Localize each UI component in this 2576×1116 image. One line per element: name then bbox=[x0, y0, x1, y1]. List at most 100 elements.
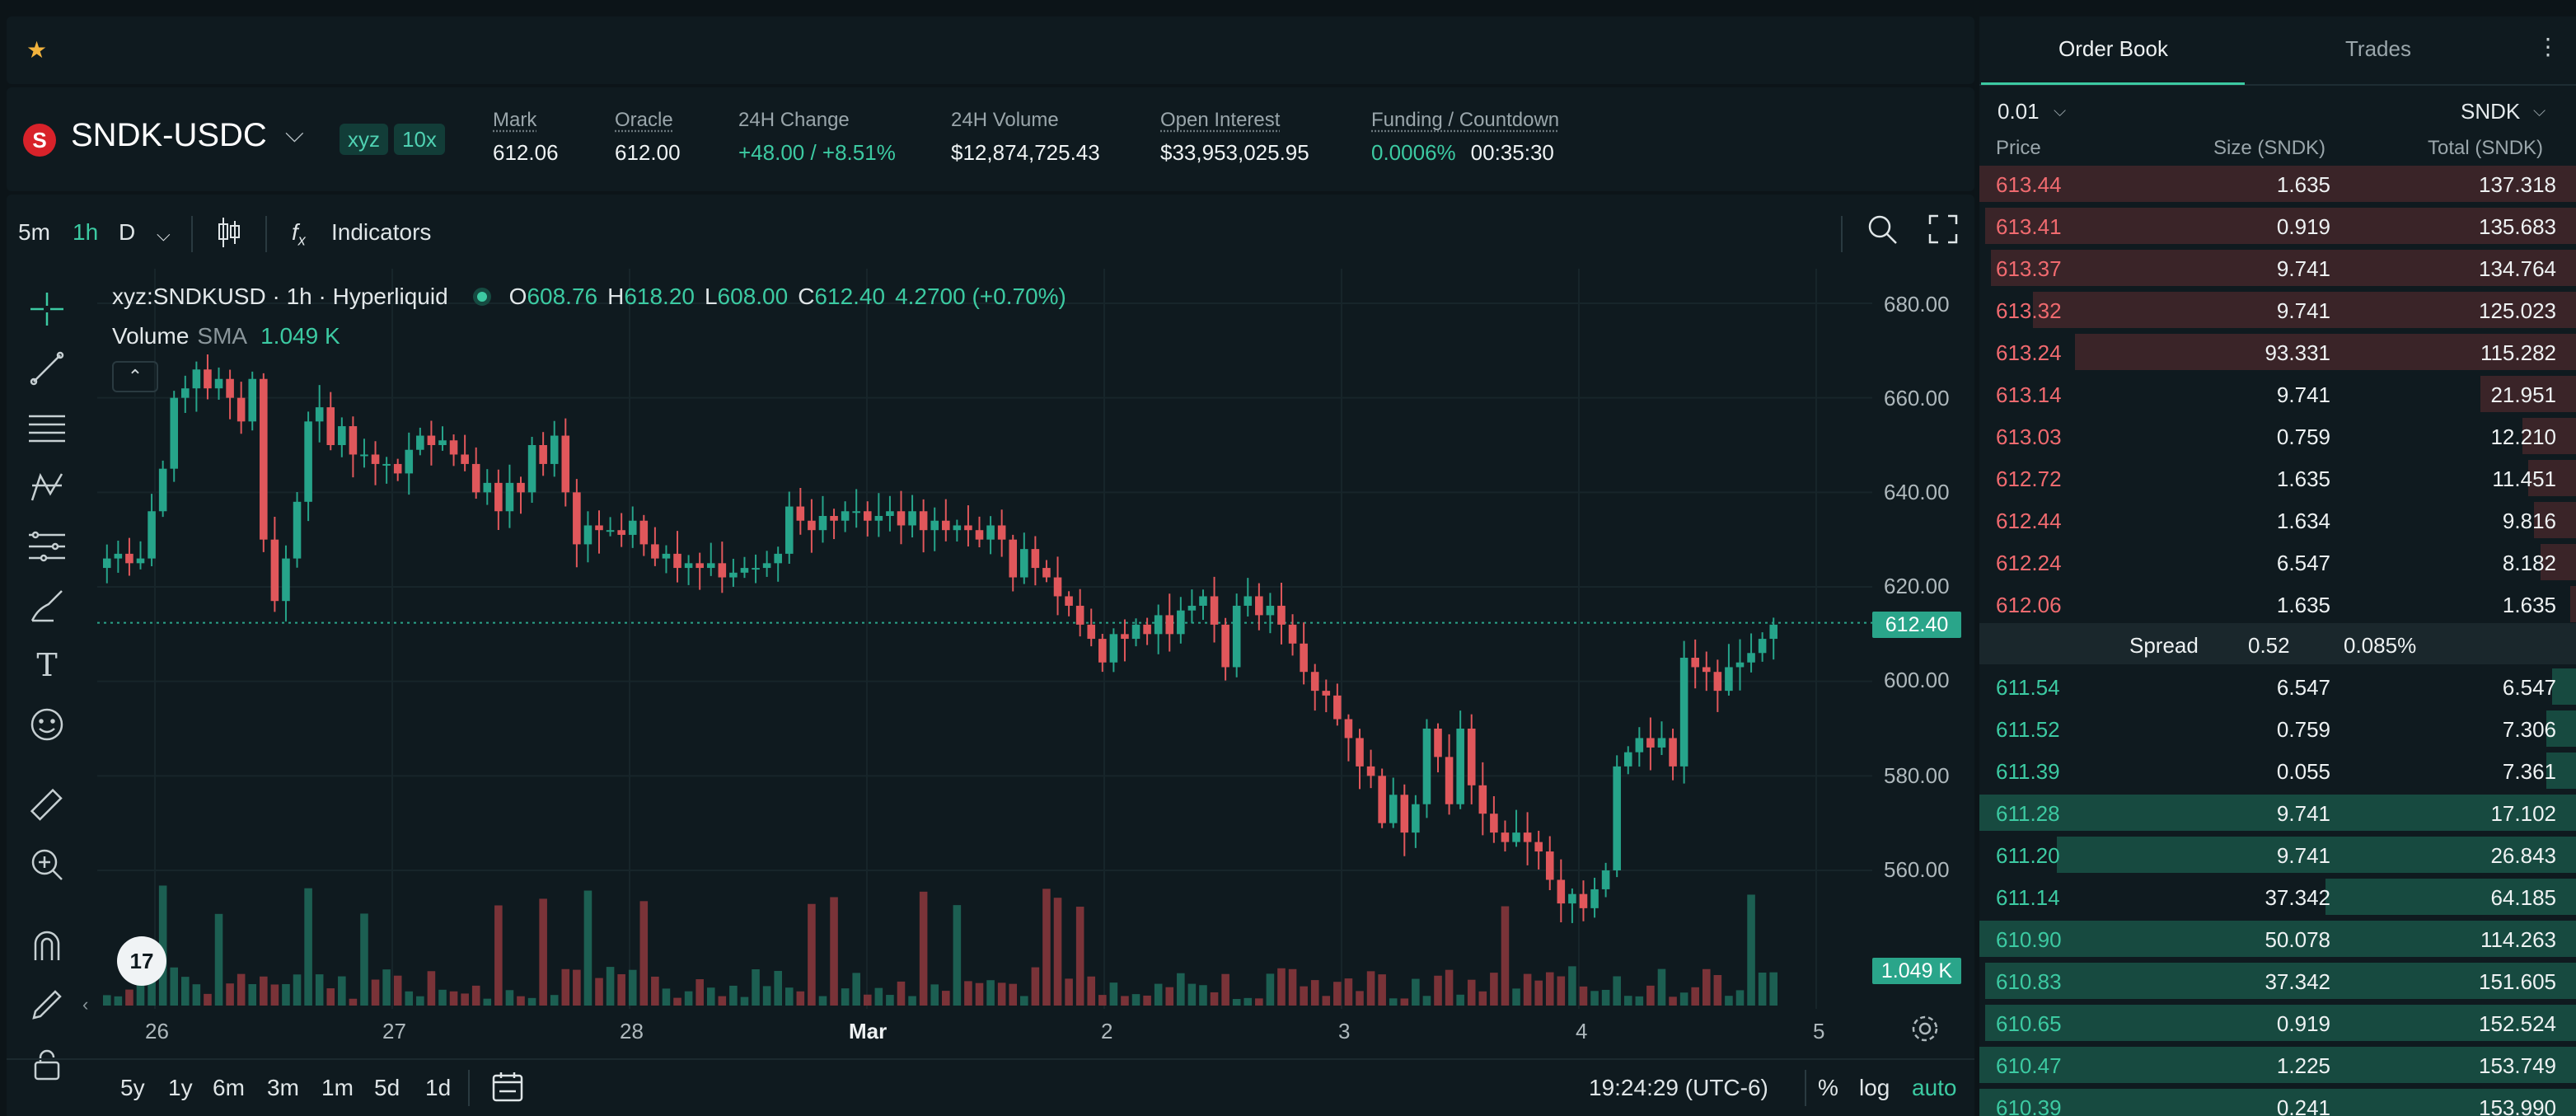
bid-row[interactable]: 610.90 50.078 114.263 bbox=[1979, 919, 2576, 959]
volume-bar bbox=[1657, 968, 1666, 1006]
depth-bar bbox=[2552, 668, 2576, 705]
row-total: 1.635 bbox=[2502, 593, 2556, 617]
row-price: 610.39 bbox=[1996, 1095, 2062, 1116]
fx-icon[interactable]: fx bbox=[292, 219, 306, 249]
tab-divider bbox=[1979, 84, 2576, 86]
volume-bar bbox=[1310, 980, 1319, 1006]
candle bbox=[1344, 719, 1353, 739]
candle bbox=[1512, 832, 1520, 842]
volume-bar bbox=[226, 983, 234, 1006]
range-3m[interactable]: 3m bbox=[267, 1075, 299, 1100]
range-1m[interactable]: 1m bbox=[321, 1075, 354, 1100]
zoom-in-icon[interactable] bbox=[25, 842, 69, 887]
chart-clock: 19:24:29 (UTC-6) bbox=[1589, 1075, 1768, 1100]
emoji-icon[interactable] bbox=[25, 702, 69, 747]
market-badge: xyz bbox=[340, 124, 388, 155]
bid-row[interactable]: 610.65 0.919 152.524 bbox=[1979, 1003, 2576, 1043]
volume-bar bbox=[595, 978, 603, 1006]
ask-row[interactable]: 612.44 1.634 9.816 bbox=[1979, 500, 2576, 540]
bid-row[interactable]: 611.14 37.342 64.185 bbox=[1979, 877, 2576, 917]
candle bbox=[1490, 814, 1498, 833]
bid-row[interactable]: 611.52 0.759 7.306 bbox=[1979, 709, 2576, 748]
collapse-toolbar-icon[interactable]: ‹ bbox=[82, 994, 89, 1015]
candle bbox=[315, 407, 324, 422]
more-options-icon[interactable]: ⋮ bbox=[2536, 34, 2560, 59]
candle bbox=[214, 378, 223, 389]
range-5y[interactable]: 5y bbox=[120, 1075, 145, 1100]
bid-row[interactable]: 610.47 1.225 153.749 bbox=[1979, 1045, 2576, 1085]
fib-icon[interactable] bbox=[25, 524, 69, 569]
lock-drawing-icon[interactable] bbox=[25, 982, 69, 1027]
ask-row[interactable]: 613.41 0.919 135.683 bbox=[1979, 206, 2576, 246]
volume-legend: Volume SMA 1.049 K bbox=[112, 323, 340, 349]
chevron-down-icon[interactable]: ⌵ bbox=[285, 120, 304, 148]
ask-row[interactable]: 613.24 93.331 115.282 bbox=[1979, 332, 2576, 372]
leverage-badge[interactable]: 10x bbox=[394, 124, 445, 155]
bid-row[interactable]: 611.20 9.741 26.843 bbox=[1979, 835, 2576, 875]
interval-1h[interactable]: 1h bbox=[73, 219, 99, 245]
volume-bar bbox=[908, 996, 916, 1006]
interval-chevron-icon[interactable]: ⌵ bbox=[157, 224, 171, 245]
y-tick: 640.00 bbox=[1884, 480, 1950, 504]
bid-row[interactable]: 611.28 9.741 17.102 bbox=[1979, 793, 2576, 832]
auto-scale-toggle[interactable]: auto bbox=[1912, 1075, 1957, 1100]
range-1y[interactable]: 1y bbox=[168, 1075, 193, 1100]
unit-select[interactable]: SNDK bbox=[2461, 99, 2521, 124]
ask-row[interactable]: 613.14 9.741 21.951 bbox=[1979, 374, 2576, 414]
candle bbox=[1747, 653, 1755, 663]
row-total: 151.605 bbox=[2479, 969, 2556, 994]
crosshair-icon[interactable] bbox=[25, 287, 69, 331]
bid-row[interactable]: 611.54 6.547 6.547 bbox=[1979, 667, 2576, 706]
horizontal-lines-icon[interactable] bbox=[25, 406, 69, 450]
chart-settings-icon[interactable] bbox=[1910, 1014, 1940, 1048]
symbol-selector[interactable]: SNDK-USDC bbox=[71, 117, 267, 153]
ask-row[interactable]: 612.06 1.635 1.635 bbox=[1979, 584, 2576, 624]
collapse-legend-button[interactable]: ⌃ bbox=[112, 361, 158, 392]
ruler-icon[interactable] bbox=[25, 783, 69, 828]
chevron-down-icon[interactable]: ⌵ bbox=[2533, 102, 2546, 120]
ask-row[interactable]: 613.44 1.635 137.318 bbox=[1979, 164, 2576, 204]
ask-row[interactable]: 612.24 6.547 8.182 bbox=[1979, 542, 2576, 582]
candle bbox=[841, 511, 850, 521]
candle bbox=[1400, 795, 1409, 833]
candle bbox=[1087, 624, 1096, 640]
pattern-icon[interactable] bbox=[25, 465, 69, 509]
lock-icon[interactable] bbox=[25, 1042, 69, 1086]
candle bbox=[752, 568, 760, 570]
indicators-button[interactable]: Indicators bbox=[331, 219, 432, 245]
zoom-search-icon[interactable] bbox=[1866, 213, 1899, 251]
bid-row[interactable]: 610.39 0.241 153.990 bbox=[1979, 1087, 2576, 1116]
interval-5m[interactable]: 5m bbox=[18, 219, 50, 245]
trend-line-icon[interactable] bbox=[25, 346, 69, 391]
candle-style-icon[interactable] bbox=[216, 216, 242, 255]
log-scale-toggle[interactable]: log bbox=[1859, 1075, 1890, 1100]
range-6m[interactable]: 6m bbox=[213, 1075, 245, 1100]
candle bbox=[1534, 842, 1543, 852]
volume-bar bbox=[338, 976, 346, 1006]
depth-bar bbox=[1979, 921, 2576, 957]
tab-trades[interactable]: Trades bbox=[2345, 36, 2411, 61]
price-chart[interactable] bbox=[97, 269, 1872, 1009]
chevron-down-icon[interactable]: ⌵ bbox=[2054, 102, 2067, 120]
ask-row[interactable]: 613.37 9.741 134.764 bbox=[1979, 248, 2576, 288]
ask-row[interactable]: 613.32 9.741 125.023 bbox=[1979, 290, 2576, 330]
range-5d[interactable]: 5d bbox=[374, 1075, 400, 1100]
percent-scale-toggle[interactable]: % bbox=[1818, 1075, 1838, 1100]
calendar-range-icon[interactable] bbox=[491, 1070, 524, 1107]
tick-size-select[interactable]: 0.01 bbox=[1998, 99, 2040, 124]
brush-icon[interactable] bbox=[25, 584, 69, 628]
legend-open: 608.76 bbox=[527, 284, 598, 309]
star-icon[interactable]: ★ bbox=[26, 37, 48, 63]
volume-bar bbox=[752, 968, 760, 1006]
ask-row[interactable]: 613.03 0.759 12.210 bbox=[1979, 416, 2576, 456]
text-icon[interactable]: T bbox=[36, 647, 58, 683]
ask-row[interactable]: 612.72 1.635 11.451 bbox=[1979, 458, 2576, 498]
volume-bar bbox=[1009, 983, 1018, 1006]
bid-row[interactable]: 610.83 37.342 151.605 bbox=[1979, 961, 2576, 1001]
fullscreen-icon[interactable] bbox=[1928, 214, 1958, 250]
tab-order-book[interactable]: Order Book bbox=[2058, 36, 2168, 61]
interval-d[interactable]: D bbox=[119, 219, 136, 245]
bid-row[interactable]: 611.39 0.055 7.361 bbox=[1979, 751, 2576, 790]
magnet-icon[interactable] bbox=[25, 923, 69, 968]
range-1d[interactable]: 1d bbox=[425, 1075, 452, 1100]
